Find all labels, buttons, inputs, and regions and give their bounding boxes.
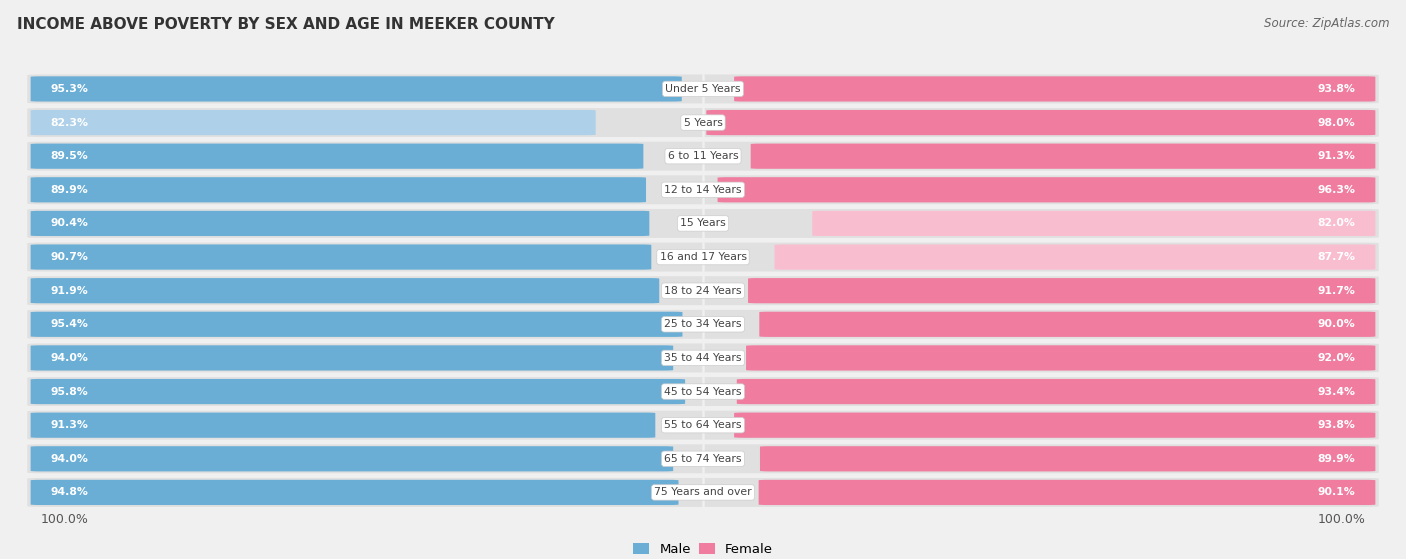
FancyBboxPatch shape <box>31 413 655 438</box>
FancyBboxPatch shape <box>27 243 1379 272</box>
Text: INCOME ABOVE POVERTY BY SEX AND AGE IN MEEKER COUNTY: INCOME ABOVE POVERTY BY SEX AND AGE IN M… <box>17 17 554 32</box>
FancyBboxPatch shape <box>27 310 1379 339</box>
Text: 93.4%: 93.4% <box>1317 387 1355 396</box>
Text: 94.0%: 94.0% <box>51 353 89 363</box>
Text: 65 to 74 Years: 65 to 74 Years <box>664 454 742 464</box>
FancyBboxPatch shape <box>734 77 1375 102</box>
Text: 87.7%: 87.7% <box>1317 252 1355 262</box>
Text: 90.1%: 90.1% <box>1317 487 1355 498</box>
Text: 93.8%: 93.8% <box>1317 84 1355 94</box>
Text: 94.0%: 94.0% <box>51 454 89 464</box>
Text: 15 Years: 15 Years <box>681 219 725 229</box>
FancyBboxPatch shape <box>31 77 682 102</box>
FancyBboxPatch shape <box>31 312 682 337</box>
FancyBboxPatch shape <box>31 345 673 371</box>
Text: 91.7%: 91.7% <box>1317 286 1355 296</box>
Text: 91.9%: 91.9% <box>51 286 89 296</box>
FancyBboxPatch shape <box>27 411 1379 439</box>
Text: 91.3%: 91.3% <box>51 420 89 430</box>
FancyBboxPatch shape <box>734 413 1375 438</box>
Text: 82.3%: 82.3% <box>51 117 89 127</box>
FancyBboxPatch shape <box>27 276 1379 305</box>
FancyBboxPatch shape <box>751 144 1375 169</box>
FancyBboxPatch shape <box>761 446 1375 471</box>
Text: 98.0%: 98.0% <box>1317 117 1355 127</box>
Text: 35 to 44 Years: 35 to 44 Years <box>664 353 742 363</box>
Text: 18 to 24 Years: 18 to 24 Years <box>664 286 742 296</box>
Text: 95.3%: 95.3% <box>51 84 89 94</box>
FancyBboxPatch shape <box>759 480 1375 505</box>
FancyBboxPatch shape <box>31 244 651 269</box>
FancyBboxPatch shape <box>775 244 1375 269</box>
Text: 75 Years and over: 75 Years and over <box>654 487 752 498</box>
FancyBboxPatch shape <box>31 110 596 135</box>
Text: 12 to 14 Years: 12 to 14 Years <box>664 185 742 195</box>
Text: 89.9%: 89.9% <box>51 185 89 195</box>
FancyBboxPatch shape <box>813 211 1375 236</box>
Text: 90.4%: 90.4% <box>51 219 89 229</box>
Text: 25 to 34 Years: 25 to 34 Years <box>664 319 742 329</box>
Text: 6 to 11 Years: 6 to 11 Years <box>668 151 738 161</box>
FancyBboxPatch shape <box>706 110 1375 135</box>
FancyBboxPatch shape <box>27 108 1379 137</box>
FancyBboxPatch shape <box>27 176 1379 204</box>
Text: Under 5 Years: Under 5 Years <box>665 84 741 94</box>
FancyBboxPatch shape <box>31 379 685 404</box>
FancyBboxPatch shape <box>27 377 1379 406</box>
FancyBboxPatch shape <box>31 177 645 202</box>
Text: 55 to 64 Years: 55 to 64 Years <box>664 420 742 430</box>
Text: 95.4%: 95.4% <box>51 319 89 329</box>
Text: 89.9%: 89.9% <box>1317 454 1355 464</box>
Text: 92.0%: 92.0% <box>1317 353 1355 363</box>
FancyBboxPatch shape <box>27 478 1379 507</box>
Text: 100.0%: 100.0% <box>1317 513 1365 525</box>
Text: Source: ZipAtlas.com: Source: ZipAtlas.com <box>1264 17 1389 30</box>
Text: 96.3%: 96.3% <box>1317 185 1355 195</box>
Text: 100.0%: 100.0% <box>41 513 89 525</box>
Text: 91.3%: 91.3% <box>1317 151 1355 161</box>
FancyBboxPatch shape <box>27 209 1379 238</box>
FancyBboxPatch shape <box>31 144 644 169</box>
Legend: Male, Female: Male, Female <box>627 538 779 559</box>
FancyBboxPatch shape <box>747 345 1375 371</box>
FancyBboxPatch shape <box>717 177 1375 202</box>
Text: 45 to 54 Years: 45 to 54 Years <box>664 387 742 396</box>
Text: 95.8%: 95.8% <box>51 387 89 396</box>
FancyBboxPatch shape <box>31 480 679 505</box>
Text: 82.0%: 82.0% <box>1317 219 1355 229</box>
Text: 90.0%: 90.0% <box>1317 319 1355 329</box>
FancyBboxPatch shape <box>737 379 1375 404</box>
FancyBboxPatch shape <box>759 312 1375 337</box>
FancyBboxPatch shape <box>27 74 1379 103</box>
FancyBboxPatch shape <box>31 278 659 304</box>
Text: 90.7%: 90.7% <box>51 252 89 262</box>
Text: 5 Years: 5 Years <box>683 117 723 127</box>
Text: 89.5%: 89.5% <box>51 151 89 161</box>
FancyBboxPatch shape <box>27 343 1379 372</box>
Text: 16 and 17 Years: 16 and 17 Years <box>659 252 747 262</box>
Text: 94.8%: 94.8% <box>51 487 89 498</box>
Text: 93.8%: 93.8% <box>1317 420 1355 430</box>
FancyBboxPatch shape <box>31 446 673 471</box>
FancyBboxPatch shape <box>748 278 1375 304</box>
FancyBboxPatch shape <box>27 142 1379 170</box>
FancyBboxPatch shape <box>31 211 650 236</box>
FancyBboxPatch shape <box>27 444 1379 473</box>
